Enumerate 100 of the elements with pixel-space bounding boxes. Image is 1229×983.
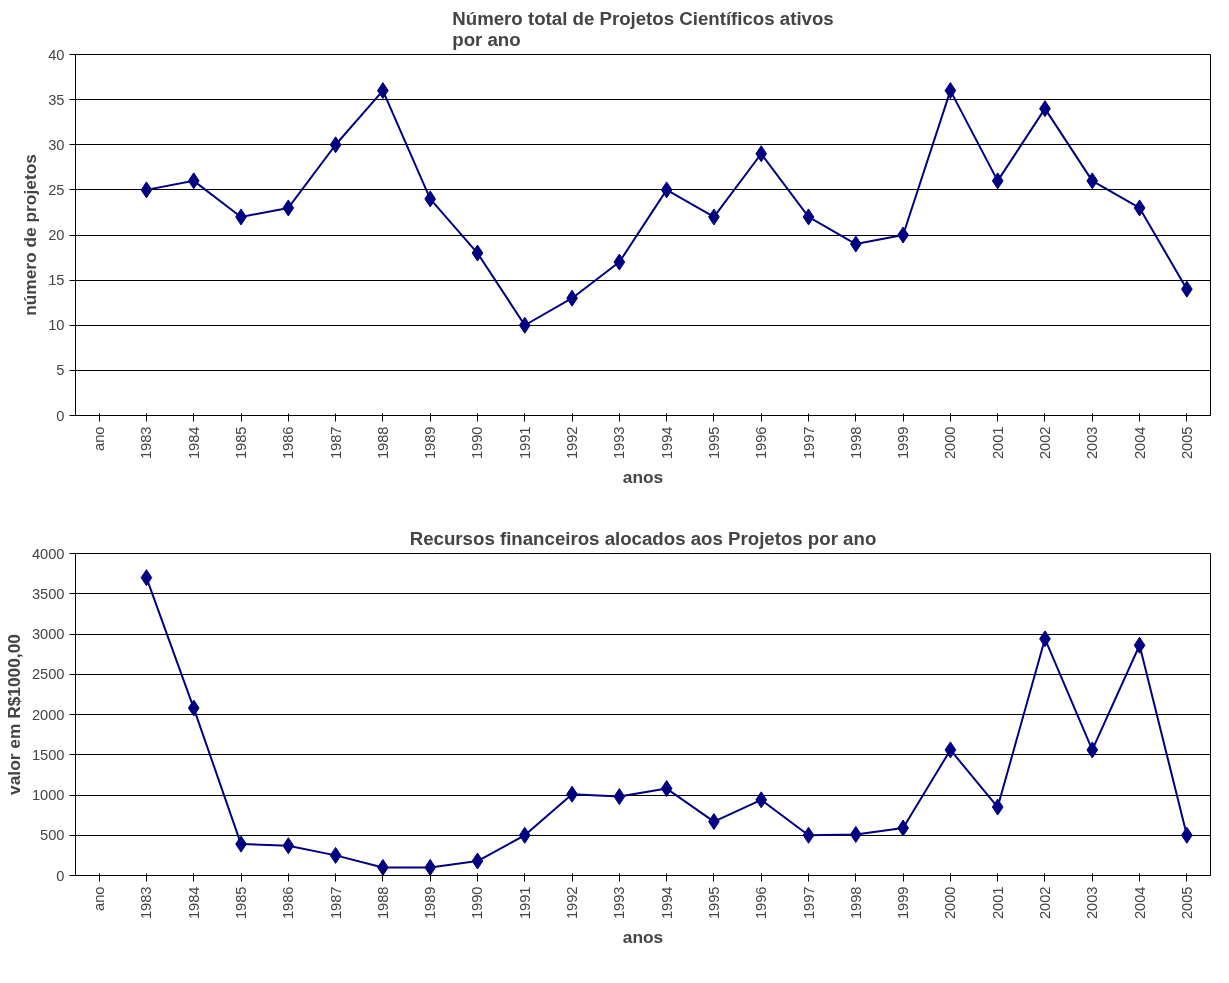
point — [849, 235, 862, 253]
y-tick-label: 0 — [56, 867, 65, 884]
x-tick-label: 1998 — [847, 886, 864, 920]
x-tick-label: 1984 — [185, 426, 202, 460]
x-tick-label: 1989 — [422, 426, 439, 460]
point — [1086, 741, 1099, 759]
x-axis-title: anos — [622, 467, 664, 488]
point — [944, 82, 957, 100]
y-tick-label: 35 — [48, 91, 65, 108]
y-axis-title: número de projetos — [20, 154, 41, 316]
point — [471, 244, 484, 262]
x-tick-label: 2001 — [989, 426, 1006, 460]
point — [991, 798, 1004, 816]
y-axis-title: valor em R$1000,00 — [3, 634, 24, 795]
x-tick-label: 2004 — [1131, 426, 1148, 460]
x-tick-label: 1991 — [516, 426, 533, 460]
point — [329, 136, 342, 154]
point — [424, 858, 437, 876]
x-tick-label: 1997 — [800, 426, 817, 460]
point — [660, 181, 673, 199]
x-tick-label: 2002 — [1036, 426, 1053, 460]
y-tick-label: 2000 — [31, 706, 65, 723]
x-tick-label: 1994 — [658, 426, 675, 460]
x-tick-label: 2003 — [1084, 426, 1101, 460]
y-tick-label: 3500 — [31, 585, 65, 602]
x-tick-label: 1999 — [895, 426, 912, 460]
point — [518, 826, 531, 844]
point — [1086, 172, 1099, 190]
point — [140, 181, 153, 199]
x-tick-label: 1983 — [138, 886, 155, 920]
point — [282, 199, 295, 217]
point — [329, 846, 342, 864]
x-tick-label: 1988 — [374, 886, 391, 920]
x-tick-label: 2001 — [989, 886, 1006, 920]
point — [755, 791, 768, 809]
y-tick-label: 10 — [48, 317, 65, 334]
y-tick-label: 0 — [56, 407, 65, 424]
point — [991, 172, 1004, 190]
point — [944, 741, 957, 759]
y-tick-label: 4000 — [31, 545, 65, 562]
x-tick-label: 2005 — [1178, 886, 1195, 920]
point — [802, 826, 815, 844]
y-tick-label: 40 — [48, 46, 65, 63]
x-tick-label: 1992 — [564, 426, 581, 460]
point — [755, 145, 768, 163]
x-tick-label: 1994 — [658, 886, 675, 920]
point — [140, 569, 153, 587]
x-tick-label: 1991 — [516, 886, 533, 920]
y-tick-label: 500 — [40, 827, 65, 844]
y-tick-label: 3000 — [31, 626, 65, 642]
point — [1133, 636, 1146, 654]
x-tick-label: 2003 — [1084, 886, 1101, 920]
x-tick-label: 1987 — [327, 426, 344, 460]
point — [613, 253, 626, 271]
point — [282, 837, 295, 855]
y-tick-label: 1000 — [31, 787, 65, 803]
point — [1133, 199, 1146, 217]
x-tick-label: 1999 — [895, 886, 912, 920]
x-tick-label: 1997 — [800, 886, 817, 920]
chart-title: Número total de Projetos Científicos ativos por ano — [452, 7, 834, 50]
x-tick-label: 1996 — [753, 886, 770, 920]
x-tick-label: 1995 — [705, 886, 722, 920]
x-tick-label: 2004 — [1131, 886, 1148, 920]
point — [424, 190, 437, 208]
x-tick-label: 1986 — [280, 886, 297, 920]
x-tick-label: 1985 — [233, 886, 250, 920]
x-tick-label: 1993 — [611, 426, 628, 460]
x-tick-label: 1990 — [469, 886, 486, 920]
point — [187, 699, 200, 717]
x-tick-label: 1990 — [469, 426, 486, 460]
y-tick-label: 25 — [48, 181, 65, 198]
point — [518, 316, 531, 334]
x-tick-label: 1984 — [185, 886, 202, 920]
x-tick-label: 1996 — [753, 426, 770, 460]
y-tick-label: 30 — [48, 136, 65, 153]
x-tick-label: 1992 — [564, 886, 581, 920]
chart-title: Recursos financeiros alocados aos Projetos por ano — [409, 527, 877, 549]
point — [802, 208, 815, 226]
x-tick-label: 1987 — [327, 886, 344, 920]
x-tick-label: 1998 — [847, 426, 864, 460]
x-tick-label: 1985 — [233, 426, 250, 460]
x-tick-label: 2005 — [1178, 426, 1195, 460]
point — [660, 780, 673, 798]
x-tick-label: 1995 — [705, 426, 722, 460]
x-tick-label: ano — [91, 886, 108, 911]
y-tick-label: 20 — [48, 227, 65, 243]
y-tick-label: 1500 — [31, 746, 65, 763]
point — [187, 172, 200, 190]
y-tick-label: 15 — [48, 272, 65, 289]
x-tick-label: ano — [91, 426, 108, 451]
x-tick-label: 1988 — [374, 426, 391, 460]
x-tick-label: 2000 — [942, 426, 959, 460]
x-tick-label: 2002 — [1036, 886, 1053, 920]
x-axis-title: anos — [622, 927, 664, 948]
x-tick-label: 1989 — [422, 886, 439, 920]
point — [471, 852, 484, 870]
x-tick-label: 2000 — [942, 886, 959, 920]
y-tick-label: 5 — [56, 362, 65, 379]
y-tick-label: 2500 — [31, 666, 65, 683]
x-tick-label: 1983 — [138, 426, 155, 460]
